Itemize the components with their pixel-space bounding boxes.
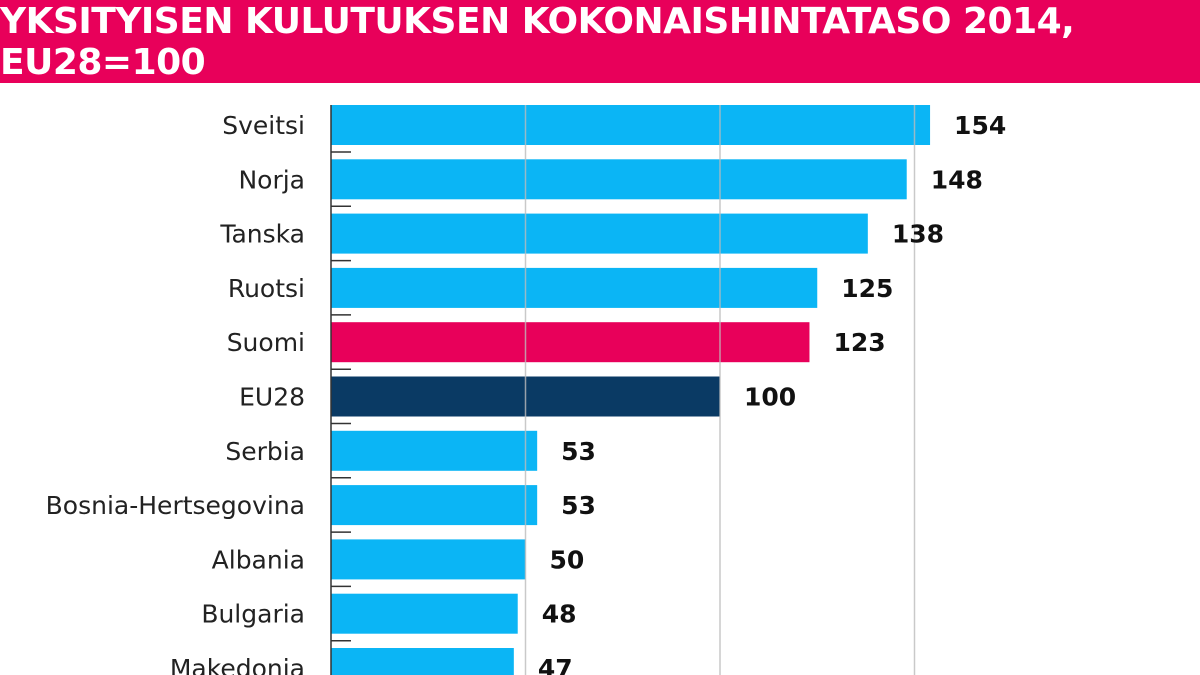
category-label: Sveitsi: [222, 111, 305, 140]
bar: [331, 430, 538, 471]
value-label: 148: [931, 165, 983, 194]
bar: [331, 267, 818, 308]
bar: [331, 105, 931, 145]
chart-title: YKSITYISEN KULUTUKSEN KOKONAISHINTATASO …: [0, 0, 1200, 83]
bar: [331, 213, 868, 254]
category-label: Tanska: [219, 220, 305, 249]
bar: [331, 485, 538, 526]
category-label: Bosnia-Hertsegovina: [46, 491, 305, 520]
value-label: 50: [550, 545, 585, 574]
bar: [331, 648, 514, 675]
value-label: 125: [841, 274, 893, 303]
value-label: 100: [744, 383, 796, 412]
value-label: 154: [954, 111, 1006, 140]
value-label: 48: [542, 600, 577, 629]
category-label: Norja: [238, 165, 305, 194]
category-label: Albania: [212, 545, 305, 574]
bar: [331, 593, 518, 634]
value-label: 47: [538, 654, 573, 675]
category-label: Bulgaria: [201, 600, 305, 629]
category-label: Suomi: [227, 328, 305, 357]
value-label: 138: [892, 220, 944, 249]
bar: [331, 159, 907, 200]
gridlines: [524, 105, 916, 675]
category-label: Serbia: [225, 437, 305, 466]
category-label: Ruotsi: [228, 274, 305, 303]
value-label: 123: [833, 328, 885, 357]
bars: [331, 105, 931, 675]
bar: [331, 539, 526, 580]
bar: [331, 322, 810, 363]
value-label: 53: [561, 437, 596, 466]
value-label: 53: [561, 491, 596, 520]
category-label: Makedonia: [170, 654, 305, 675]
category-label: EU28: [239, 383, 305, 412]
